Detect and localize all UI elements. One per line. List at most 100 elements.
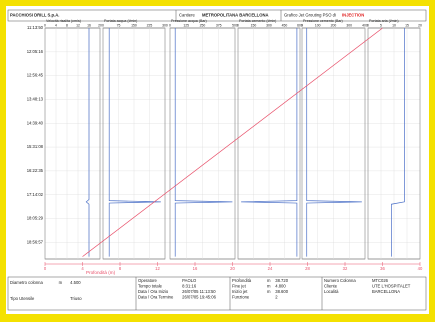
depth-tick-label: 0 xyxy=(44,266,47,271)
depth-tick-label: 20 xyxy=(230,266,235,271)
report-sheet: PACCHIOSI DRILL S.p.A. Cantiere METROPOL… xyxy=(6,6,429,314)
x-tick-label: 300 xyxy=(162,23,168,27)
depth-tick-label: 32 xyxy=(343,266,348,271)
x-tick-label: 600 xyxy=(297,23,303,27)
time-label: 13:48:13 xyxy=(27,97,44,102)
footer-label: Data / Ora Termine xyxy=(138,295,174,300)
footer-label: Funzione xyxy=(232,295,250,300)
x-tick-label: 150 xyxy=(251,23,257,27)
trace xyxy=(306,28,362,257)
time-label: 18:05:29 xyxy=(27,216,44,221)
panel-frame xyxy=(44,27,101,260)
panel-title: Pressione acqua (Bar) xyxy=(171,19,207,23)
time-label: 17:14:02 xyxy=(27,192,44,197)
footer-label: Profondità xyxy=(232,278,252,283)
time-label: 15:31:08 xyxy=(27,144,44,149)
footer-unit: m xyxy=(267,284,271,289)
depth-tick-label: 28 xyxy=(305,266,310,271)
x-tick-label: 4 xyxy=(55,23,57,27)
panel-title: Pressione cemento (Bar) xyxy=(303,19,343,23)
footer-value: PAOLO xyxy=(182,278,197,283)
footer-value: UTE L'HOSPITALET xyxy=(372,284,411,289)
depth-tick-label: 4 xyxy=(81,266,84,271)
time-label: 12:56:45 xyxy=(27,73,44,78)
x-tick-label: 75 xyxy=(117,23,121,27)
x-tick-label: 0 xyxy=(367,23,369,27)
footer-unit: m xyxy=(267,289,271,294)
trace xyxy=(108,28,161,257)
footer-label: Operatore xyxy=(138,278,158,283)
depth-tick-label: 40 xyxy=(418,266,423,271)
x-tick-label: 0 xyxy=(237,23,239,27)
trace xyxy=(85,28,90,257)
footer-label: Tipo Utensile xyxy=(10,296,35,301)
footer-unit: m xyxy=(59,280,63,285)
x-tick-label: 450 xyxy=(282,23,288,27)
depth-tick-label: 12 xyxy=(155,266,160,271)
x-tick-label: 20 xyxy=(98,23,102,27)
time-label: 14:39:40 xyxy=(27,120,44,125)
footer-label: Tempo totale xyxy=(138,284,163,289)
x-tick-label: 300 xyxy=(266,23,272,27)
x-tick-label: 125 xyxy=(183,23,189,27)
time-label: 18:56:57 xyxy=(27,239,44,244)
x-tick-label: 200 xyxy=(331,23,337,27)
footer-label: Data / Ora Inizio xyxy=(138,289,169,294)
footer-value: BARCELLONA xyxy=(372,289,400,294)
x-tick-label: 300 xyxy=(346,23,352,27)
footer-label: Diametro colonna xyxy=(10,280,43,285)
x-tick-label: 400 xyxy=(362,23,368,27)
footer-value: MTC026 xyxy=(372,278,389,283)
x-tick-label: 0 xyxy=(44,23,46,27)
chart-label: Grafico Jet Grouting PSO di xyxy=(284,13,336,18)
x-tick-label: 100 xyxy=(315,23,321,27)
time-label: 12:05:16 xyxy=(27,49,44,54)
x-tick-label: 225 xyxy=(147,23,153,27)
panel-title: Portata acqua (l/min) xyxy=(104,19,137,23)
panel-title: Portata cemento (l/min) xyxy=(239,19,276,23)
x-tick-label: 20 xyxy=(418,23,422,27)
trace xyxy=(241,28,298,257)
footer-unit: m xyxy=(267,278,271,283)
footer-label: Inizio jet xyxy=(232,289,248,294)
footer-label: Fine jet xyxy=(232,284,247,289)
panel-title: Velocità risalita (cm/s) xyxy=(46,19,81,23)
footer-value: 4.500 xyxy=(70,280,81,285)
report: PACCHIOSI DRILL S.p.A. Cantiere METROPOL… xyxy=(7,9,427,311)
footer-value: 26/07/05 11:13:50 xyxy=(182,289,216,294)
depth-trace xyxy=(82,27,383,257)
company: PACCHIOSI DRILL S.p.A. xyxy=(10,13,59,18)
header-box xyxy=(7,9,427,22)
x-tick-label: 375 xyxy=(216,23,222,27)
depth-tick-label: 36 xyxy=(380,266,385,271)
time-label: 11:13:50 xyxy=(27,25,44,30)
footer-value: 8:31:16 xyxy=(182,284,197,289)
site: METROPOLITANA BARCELLONA xyxy=(202,13,269,18)
footer-label: Numero Colonna xyxy=(324,278,356,283)
time-label: 16:22:35 xyxy=(27,168,44,173)
x-tick-label: 0 xyxy=(102,23,104,27)
depth-tick-label: 16 xyxy=(193,266,198,271)
footer-box xyxy=(7,276,427,311)
x-tick-label: 500 xyxy=(232,23,238,27)
x-tick-label: 0 xyxy=(169,23,171,27)
footer-label: Località xyxy=(324,289,339,294)
footer-value: 4.800 xyxy=(275,284,286,289)
footer-value: 2 xyxy=(275,295,278,300)
x-tick-label: 5 xyxy=(380,23,382,27)
footer-label: Cliente xyxy=(324,284,338,289)
trace xyxy=(174,28,233,257)
site-label: Cantiere xyxy=(179,13,195,18)
depth-tick-label: 8 xyxy=(119,266,122,271)
footer-value: 38.600 xyxy=(275,289,288,294)
x-tick-label: 10 xyxy=(392,23,396,27)
footer-value: Triuso xyxy=(70,296,82,301)
x-tick-label: 15 xyxy=(405,23,409,27)
x-tick-label: 8 xyxy=(66,23,68,27)
footer-value: 26/07/05 19:45:06 xyxy=(182,295,216,300)
x-tick-label: 250 xyxy=(200,23,206,27)
depth-tick-label: 24 xyxy=(268,266,273,271)
x-tick-label: 12 xyxy=(76,23,80,27)
depth-axis-label: Profondità (m) xyxy=(86,270,116,275)
